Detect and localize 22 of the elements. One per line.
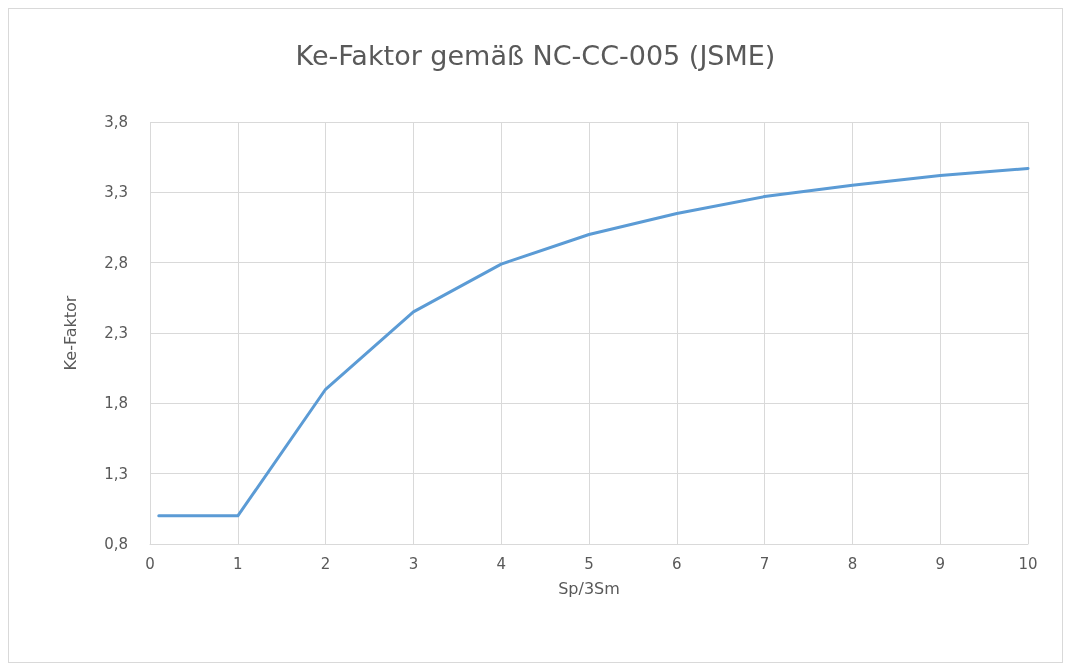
x-tick-label: 7: [759, 554, 770, 573]
line-series: [157, 166, 1030, 518]
y-axis-title: Ke-Faktor: [60, 295, 80, 371]
chart-title: Ke-Faktor gemäß NC-CC-005 (JSME): [295, 40, 776, 71]
x-axis-title: Sp/3Sm: [558, 578, 620, 598]
x-tick-label: 0: [145, 554, 155, 573]
y-tick-label: 1,3: [104, 464, 128, 483]
y-tick-label: 1,8: [104, 394, 128, 413]
y-tick-label: 2,8: [104, 253, 128, 272]
x-tick-label: 1: [233, 554, 243, 573]
y-tick-label: 3,3: [104, 183, 128, 202]
x-tick-label: 9: [935, 554, 945, 573]
y-tick-label: 0,8: [104, 535, 128, 553]
x-tick-label: 3: [408, 554, 419, 573]
x-tick-label: 6: [672, 554, 682, 573]
y-tick-label: 3,8: [104, 113, 128, 131]
y-tick-label: 2,3: [104, 324, 128, 342]
x-tick-label: 8: [847, 554, 858, 573]
x-tick-label: 2: [320, 554, 331, 573]
x-tick-label: 10: [1018, 554, 1038, 573]
x-tick-label: 4: [496, 554, 506, 573]
x-tick-label: 5: [584, 554, 594, 573]
